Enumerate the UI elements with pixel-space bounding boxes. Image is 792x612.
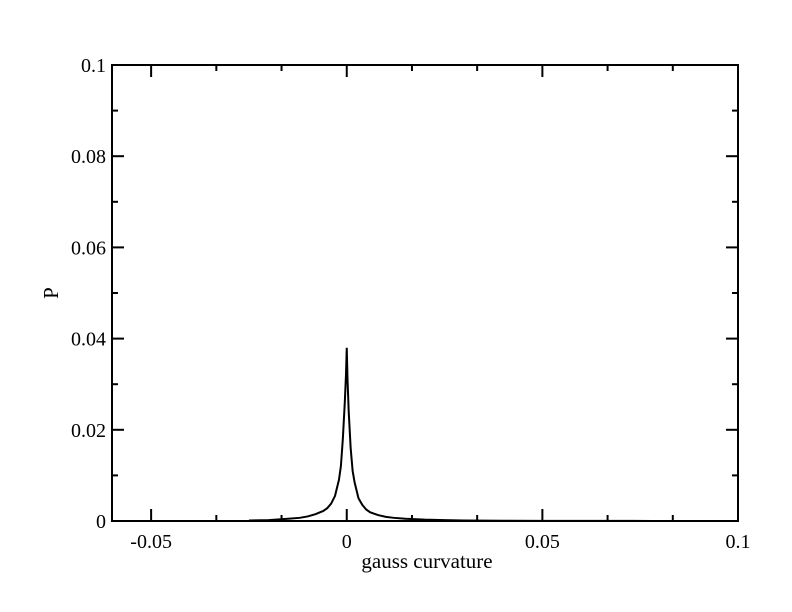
ticks <box>112 64 739 522</box>
y-tick-label: 0.06 <box>71 237 106 259</box>
y-tick-label: 0.04 <box>71 329 106 351</box>
x-tick-label: 0.1 <box>726 531 751 553</box>
y-tick-label: 0 <box>96 511 106 533</box>
y-axis-label: P <box>39 287 63 299</box>
y-tick-label: 0.1 <box>81 55 106 77</box>
y-tick-label: 0.08 <box>71 146 106 168</box>
x-tick-label: 0.05 <box>525 531 560 553</box>
x-axis-label: gauss curvature <box>361 549 492 573</box>
plot-frame <box>111 64 739 522</box>
x-tick-label: -0.05 <box>130 531 172 553</box>
tick-labels: -0.05 0 0.05 0.1 0 0.02 0.04 0.06 0.08 0.1 <box>71 55 751 553</box>
series-line <box>248 347 652 522</box>
y-tick-label: 0.02 <box>71 420 106 442</box>
x-tick-label: 0 <box>342 531 352 553</box>
